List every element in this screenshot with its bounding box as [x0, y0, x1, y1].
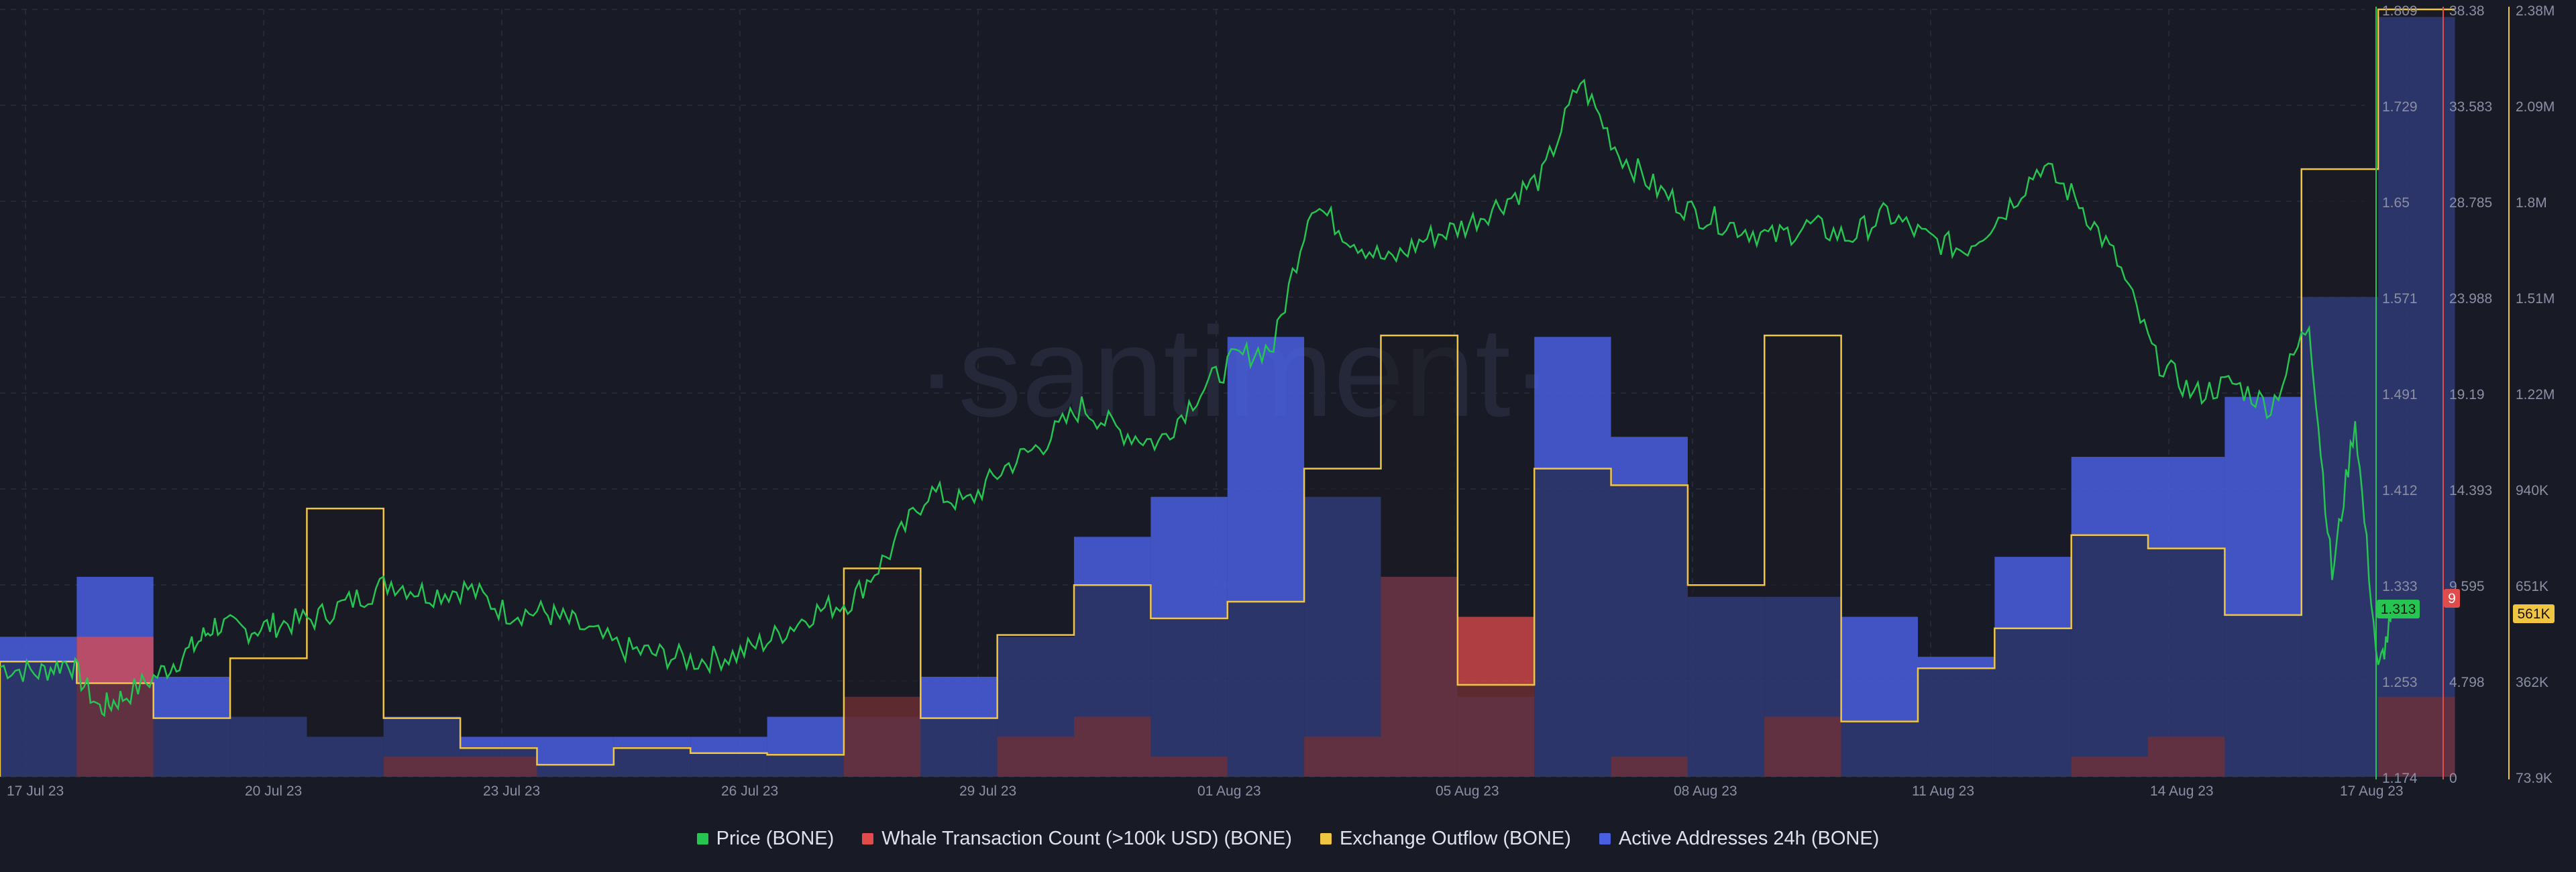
chart-canvas[interactable]: ·santiment·1.8091.7291.651.5711.4911.412…: [0, 0, 2576, 818]
legend: Price (BONE) Whale Transaction Count (>1…: [0, 824, 2576, 853]
outflow-axis-tick-label: 73.9K: [2516, 771, 2553, 786]
x-axis-tick-label: 14 Aug 23: [2150, 783, 2214, 799]
legend-label-active: Active Addresses 24h (BONE): [1618, 827, 1880, 849]
outflow-axis-tick-label: 1.22M: [2516, 387, 2555, 402]
x-axis-tick-label: 26 Jul 23: [721, 783, 778, 799]
whale-swatch-icon: [862, 832, 874, 844]
whale-axis-tick-label: 28.785: [2449, 195, 2492, 211]
outflow-axis-tick-label: 651K: [2516, 579, 2548, 594]
outflow-axis-tick-label: 1.8M: [2516, 195, 2547, 211]
outflow-axis-tick-label: 2.09M: [2516, 99, 2555, 115]
legend-label-price: Price (BONE): [716, 827, 835, 849]
whale-axis-tick-label: 38.38: [2449, 3, 2485, 19]
whale-axis-tick-label: 19.19: [2449, 387, 2485, 402]
price-axis-tick-label: 1.809: [2382, 3, 2418, 19]
whale-current-badge-text: 9: [2448, 591, 2456, 606]
outflow-axis-tick-label: 362K: [2516, 675, 2548, 690]
price-current-badge: 1.313: [2377, 600, 2420, 618]
legend-item-active[interactable]: Active Addresses 24h (BONE): [1599, 828, 1879, 850]
outflow-current-badge: 561K: [2513, 604, 2555, 623]
x-axis-tick-label: 20 Jul 23: [245, 783, 302, 799]
whale-axis-tick-label: 0: [2449, 771, 2457, 786]
price-axis-tick-label: 1.253: [2382, 675, 2418, 690]
x-axis-tick-label: 23 Jul 23: [483, 783, 540, 799]
price-axis-tick-label: 1.729: [2382, 99, 2418, 115]
outflow-axis-tick-label: 2.38M: [2516, 3, 2555, 19]
whale-axis-tick-label: 33.583: [2449, 99, 2492, 115]
outflow-axis-tick-label: 940K: [2516, 483, 2548, 498]
price-current-badge-text: 1.313: [2381, 602, 2416, 617]
price-axis-tick-label: 1.412: [2382, 483, 2418, 498]
price-axis-tick-label: 1.333: [2382, 579, 2418, 594]
whale-current-badge: 9: [2444, 589, 2460, 608]
legend-item-price[interactable]: Price (BONE): [696, 827, 835, 850]
whale-axis-tick-label: 14.393: [2449, 483, 2492, 498]
active-swatch-icon: [1599, 832, 1611, 844]
whale-axis-tick-label: 4.798: [2449, 675, 2485, 690]
price-axis-tick-label: 1.491: [2382, 387, 2418, 402]
x-axis-tick-label: 17 Jul 23: [7, 783, 64, 799]
price-axis-tick-label: 1.571: [2382, 291, 2418, 307]
outflow-line: [0, 8, 2455, 777]
price-line: [0, 78, 2395, 717]
x-axis-tick-label: 11 Aug 23: [1912, 783, 1974, 799]
x-axis-tick-label: 05 Aug 23: [1436, 783, 1499, 799]
x-axis-tick-label: 29 Jul 23: [959, 783, 1016, 799]
legend-label-whale: Whale Transaction Count (>100k USD) (BON…: [881, 827, 1292, 849]
outflow-axis-tick-label: 1.51M: [2516, 291, 2555, 307]
x-axis-tick-label: 17 Aug 23: [2340, 783, 2404, 799]
whale-axis-tick-label: 23.988: [2449, 291, 2492, 307]
outflow-current-badge-bg: [2513, 604, 2555, 623]
legend-item-outflow[interactable]: Exchange Outflow (BONE): [1320, 828, 1571, 850]
price-swatch-icon: [696, 832, 708, 844]
outflow-swatch-icon: [1320, 832, 1332, 844]
price-current-badge-bg: [2377, 600, 2420, 618]
legend-item-whale[interactable]: Whale Transaction Count (>100k USD) (BON…: [862, 828, 1292, 850]
whale-current-badge-bg: [2444, 589, 2460, 608]
x-axis-tick-label: 08 Aug 23: [1674, 783, 1737, 799]
x-axis-tick-label: 01 Aug 23: [1197, 783, 1261, 799]
price-axis-tick-label: 1.65: [2382, 195, 2410, 211]
price-axis-tick-label: 1.174: [2382, 771, 2418, 786]
outflow-current-badge-text: 561K: [2517, 606, 2550, 622]
legend-label-outflow: Exchange Outflow (BONE): [1339, 827, 1571, 849]
